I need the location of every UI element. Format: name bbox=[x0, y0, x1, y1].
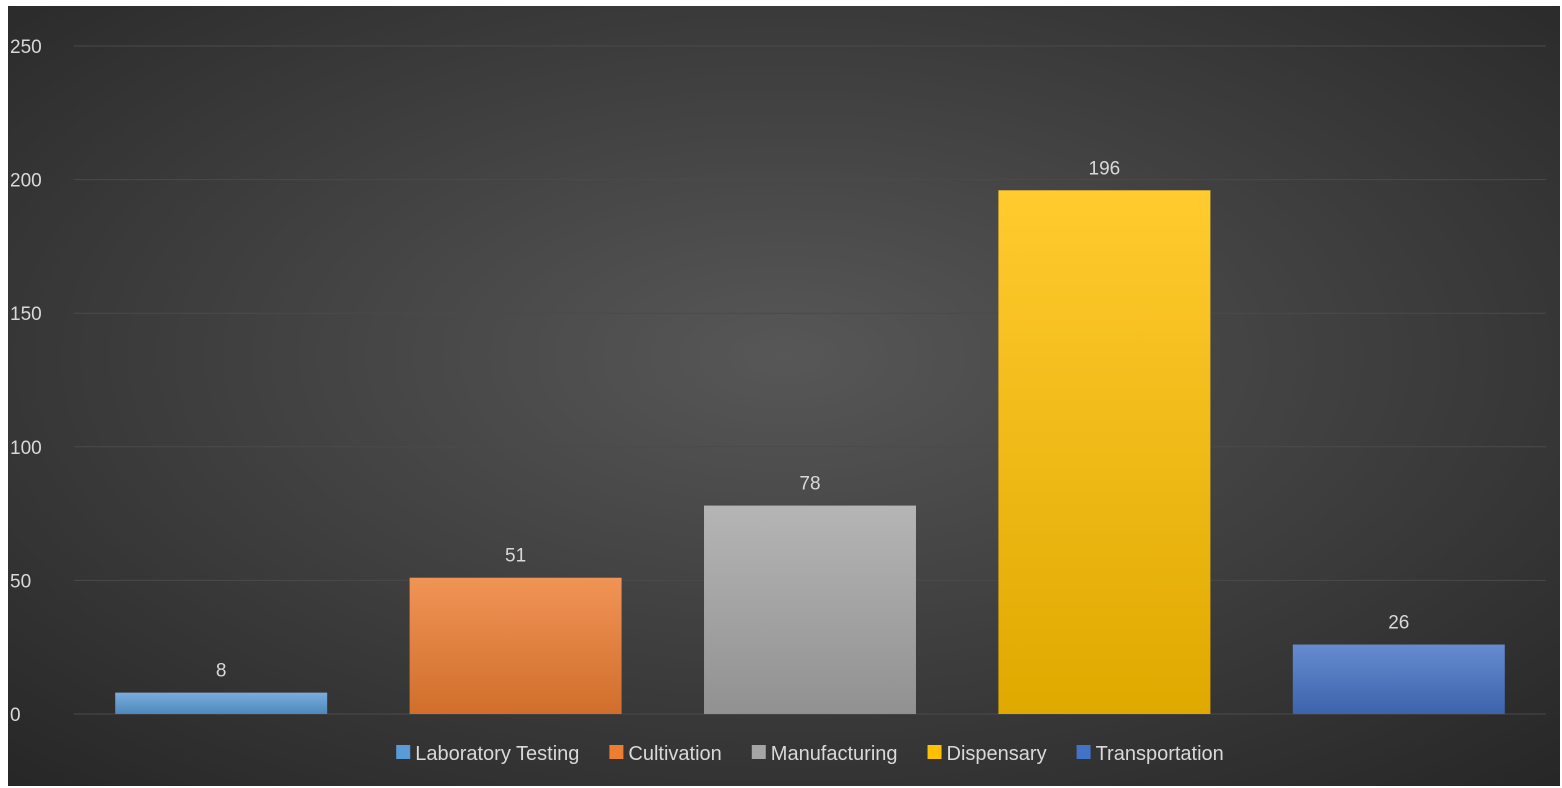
y-tick-label: 150 bbox=[10, 304, 42, 325]
y-tick-label: 0 bbox=[10, 705, 21, 726]
legend-swatch bbox=[1076, 745, 1091, 759]
legend-swatch bbox=[751, 745, 766, 759]
data-labels: 8 51 78 196 26 bbox=[216, 158, 1409, 681]
y-tick-label: 250 bbox=[10, 37, 42, 58]
data-label: 78 bbox=[799, 474, 820, 495]
legend-swatch bbox=[396, 745, 411, 759]
bar-manufacturing bbox=[704, 505, 916, 714]
legend-label: Cultivation bbox=[628, 743, 721, 765]
legend-label: Manufacturing bbox=[771, 743, 898, 765]
y-tick-label: 200 bbox=[10, 171, 42, 192]
legend-swatch bbox=[927, 745, 942, 759]
legend-label: Dispensary bbox=[947, 743, 1047, 765]
y-tick-label: 50 bbox=[10, 571, 31, 592]
legend-label: Laboratory Testing bbox=[415, 743, 579, 765]
legend: Laboratory Testing Cultivation Manufacturi… bbox=[396, 743, 1224, 765]
data-label: 26 bbox=[1388, 613, 1409, 634]
data-label: 51 bbox=[505, 546, 526, 567]
bar-cultivation bbox=[409, 577, 622, 714]
data-label: 196 bbox=[1089, 158, 1121, 179]
bar-laboratory-testing bbox=[115, 692, 328, 714]
legend-swatch bbox=[609, 745, 624, 759]
bar-transportation bbox=[1292, 644, 1505, 714]
chart-svg: 0 50 100 150 200 250 8 51 78 196 26 Laboratory Te… bbox=[8, 6, 1560, 786]
y-tick-label: 100 bbox=[10, 438, 42, 459]
legend-label: Transportation bbox=[1096, 743, 1224, 765]
data-label: 8 bbox=[216, 661, 227, 682]
bar-chart: 0 50 100 150 200 250 8 51 78 196 26 Laboratory Te… bbox=[8, 6, 1560, 786]
bars bbox=[115, 190, 1505, 715]
y-axis-ticks: 0 50 100 150 200 250 bbox=[10, 37, 42, 726]
bar-dispensary bbox=[998, 190, 1211, 715]
